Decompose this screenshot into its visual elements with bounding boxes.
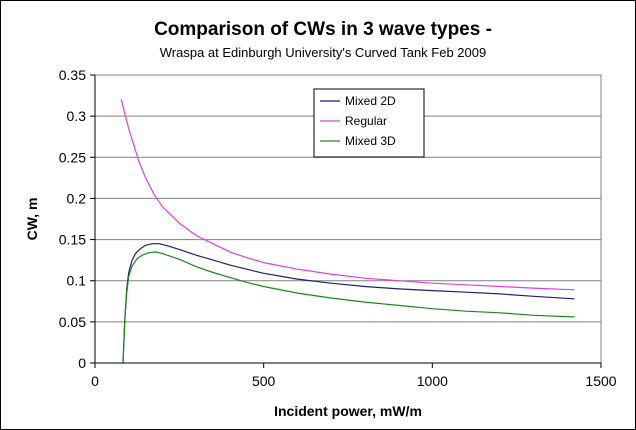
series-line-mixed-3d — [122, 251, 575, 364]
series-line-mixed-2d — [122, 243, 575, 364]
y-tick-label-4: 0.2 — [67, 190, 87, 206]
x-tick-label-1: 500 — [252, 373, 276, 389]
y-tick-label-6: 0.3 — [67, 108, 87, 124]
x-tick-label-2: 1000 — [417, 373, 448, 389]
x-axis-label: Incident power, mW/m — [274, 403, 422, 419]
series-layer — [120, 99, 575, 364]
legend-box — [313, 88, 425, 158]
y-tick-label-3: 0.15 — [59, 232, 86, 248]
x-tick-label-0: 0 — [91, 373, 99, 389]
y-tick-label-1: 0.05 — [59, 314, 86, 330]
y-tick-label-7: 0.35 — [59, 67, 86, 83]
legend-label-mixed-3d: Mixed 3D — [345, 134, 396, 148]
x-tick-label-3: 1500 — [585, 373, 616, 389]
legend: Mixed 2D Regular Mixed 3D — [313, 88, 425, 158]
y-tick-label-2: 0.1 — [67, 273, 87, 289]
series-line-regular — [120, 99, 575, 291]
legend-label-regular: Regular — [345, 114, 387, 128]
y-tick-label-5: 0.25 — [59, 149, 86, 165]
legend-label-mixed-2d: Mixed 2D — [345, 94, 396, 108]
y-tick-label-0: 0 — [78, 355, 86, 371]
axes: 0 0.05 0.1 0.15 0.2 0.25 0.3 0.35 0 500 1000 1500 — [59, 67, 617, 389]
chart-title: Comparison of CWs in 3 wave types - — [154, 19, 492, 40]
chart-subtitle: Wraspa at Edinburgh University's Curved … — [160, 45, 486, 60]
y-axis-label: CW, m — [24, 198, 40, 241]
